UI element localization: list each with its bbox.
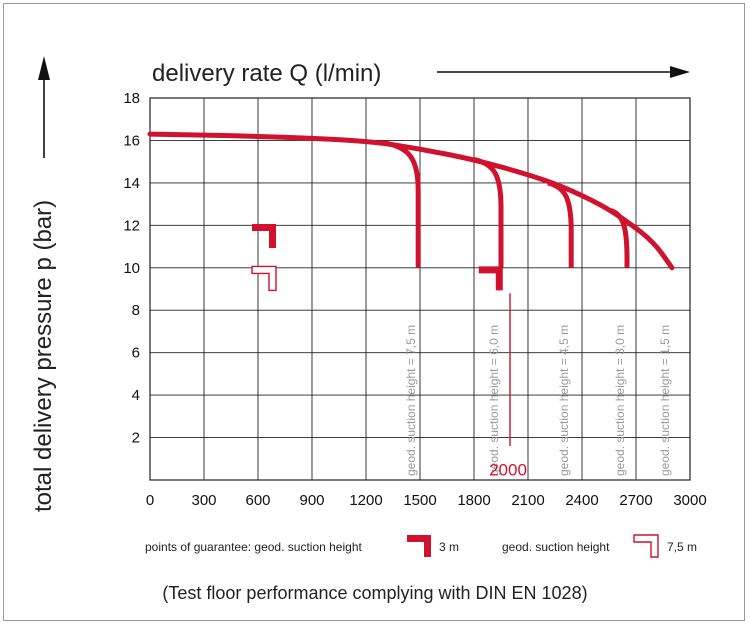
y-tick-label: 10 [123,260,140,277]
main-curve [147,131,675,271]
guarantee-marker-filled [478,266,503,291]
grid [149,97,691,481]
series-label: geod. suction height = 6,0 m [487,325,501,476]
y-tick-label: 2 [132,430,140,447]
series-label: geod. suction height = 1,5 m [658,325,672,476]
y-tick-label: 18 [123,90,140,107]
y-tick-label: 16 [123,132,140,149]
curves [147,131,675,271]
x-tick-label: 0 [146,492,154,509]
series-label: geod. suction height = 7,5 m [404,325,418,476]
footnote: (Test floor performance complying with D… [162,583,588,603]
suction-branch [381,140,421,268]
suction-branch [547,180,574,268]
y-tick-label: 6 [132,345,140,362]
figure-frame [3,3,745,621]
y-axis-arrow [38,56,50,158]
legend-filled-marker [407,535,431,557]
x-axis-arrow [437,66,690,78]
suction-branch [473,157,504,268]
suction-branch [609,208,630,268]
series-label: geod. suction height = 3,0 m [613,325,627,476]
x-tick-label: 300 [191,492,216,509]
x-tick-label: 2100 [511,492,544,509]
y-tick-label: 8 [132,302,140,319]
y-tick-label: 14 [123,175,140,192]
guarantee-marker-outline [251,265,277,292]
x-tick-label: 900 [299,492,324,509]
x-tick-label: 1500 [403,492,436,509]
ticks: 0 300 600 900 1200 1500 1800 2100 2400 2700 3000 2 4… [123,90,706,509]
legend-filled-value: 3 m [439,540,459,554]
y-axis-label: total delivery pressure p (bar) [30,200,57,512]
x-tick-label: 600 [245,492,270,509]
x-tick-label: 1800 [457,492,490,509]
x-axis-label: delivery rate Q (l/min) [152,60,381,87]
y-tick-label: 4 [132,387,140,404]
labels: geod. suction height = 7,5 m geod. suctio… [404,325,672,476]
guarantee-marker-filled [252,223,276,248]
x-tick-label: 3000 [673,492,706,509]
x-tick-label: 2700 [619,492,652,509]
legend-outline-marker [633,534,659,558]
x-tick-label: 2400 [565,492,598,509]
legend-outline-value: 7,5 m [667,540,697,554]
markers: 2000 [251,223,527,479]
y-tick-label: 12 [123,217,140,234]
series-label: geod. suction height = 4,5 m [557,325,571,476]
x-tick-label: 1200 [349,492,382,509]
legend-outline-label: geod. suction height [502,540,610,554]
legend-filled-label: points of guarantee: geod. suction heigh… [145,540,362,554]
annotation-label: 2000 [489,460,527,479]
legend: points of guarantee: geod. suction heigh… [145,534,697,558]
